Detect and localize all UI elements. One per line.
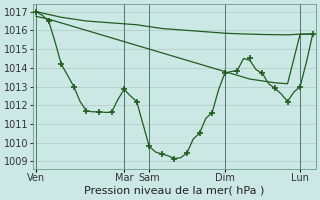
X-axis label: Pression niveau de la mer( hPa ): Pression niveau de la mer( hPa ): [84, 186, 265, 196]
